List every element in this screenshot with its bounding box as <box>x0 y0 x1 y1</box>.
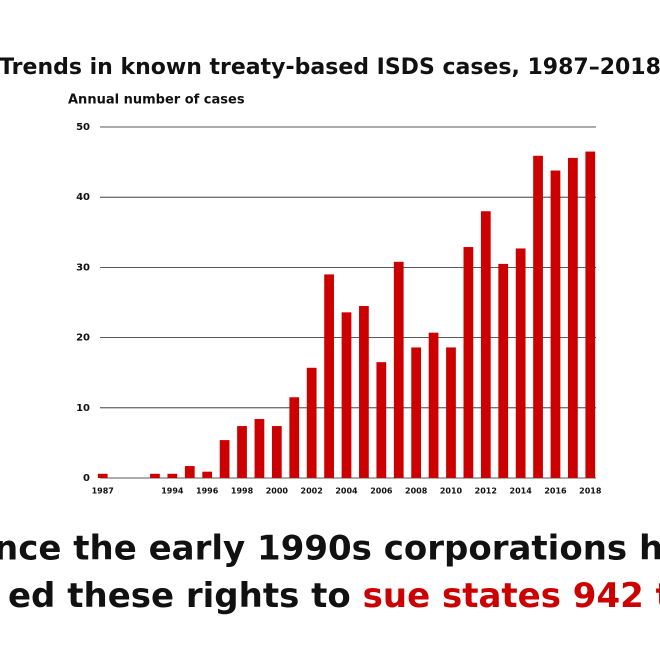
y-tick-label: 50 <box>76 122 90 133</box>
chart-title: Trends in known treaty-based ISDS cases,… <box>0 55 660 80</box>
x-tick-label: 2002 <box>301 487 323 496</box>
bar <box>271 426 282 478</box>
bar <box>498 263 509 478</box>
x-tick-label: 1987 <box>92 487 114 496</box>
caption-line: ed these rights to sue states 942 tim <box>8 576 660 616</box>
bar <box>202 471 213 478</box>
bar <box>237 426 247 478</box>
x-tick-label: 2014 <box>510 487 533 496</box>
bar <box>254 419 265 478</box>
caption-line: nce the early 1990s corporations hav <box>0 529 660 569</box>
bar <box>219 440 230 478</box>
bar <box>393 261 404 478</box>
y-tick-label: 40 <box>76 192 90 203</box>
bar <box>359 306 369 478</box>
bar <box>533 155 543 479</box>
x-tick-label: 2012 <box>475 487 497 496</box>
x-tick-label: 2010 <box>440 487 463 496</box>
bar <box>150 473 160 478</box>
x-tick-label: 1998 <box>231 487 254 496</box>
caption-text: ed these rights to <box>8 576 363 616</box>
bar <box>376 362 387 478</box>
bar <box>289 397 300 478</box>
x-tick-label: 1994 <box>161 487 184 496</box>
x-tick-label: 2016 <box>544 487 567 496</box>
bar <box>428 332 439 478</box>
x-tick-label: 2008 <box>405 487 428 496</box>
bar <box>585 151 596 478</box>
x-tick-label: 2018 <box>579 487 602 496</box>
bar <box>306 367 317 478</box>
y-tick-label: 10 <box>76 403 90 414</box>
x-tick-label: 1996 <box>196 487 219 496</box>
bar <box>480 211 491 479</box>
bar <box>97 473 108 478</box>
x-tick-label: 2000 <box>266 487 289 496</box>
bar <box>515 248 526 478</box>
bar <box>324 274 334 478</box>
bar <box>184 466 195 478</box>
y-tick-label: 30 <box>76 262 90 273</box>
y-axis-label: Annual number of cases <box>68 93 245 108</box>
bar <box>411 347 422 478</box>
x-tick-label: 2004 <box>335 487 358 496</box>
bar <box>463 247 474 478</box>
caption-highlight: sue states 942 tim <box>363 576 660 616</box>
y-tick-label: 0 <box>83 473 90 484</box>
bar <box>167 473 178 478</box>
bar <box>550 170 561 479</box>
x-tick-label: 2006 <box>370 487 393 496</box>
bar <box>568 157 578 478</box>
y-tick-label: 20 <box>76 333 90 344</box>
bar <box>341 312 352 478</box>
bar <box>446 347 456 478</box>
